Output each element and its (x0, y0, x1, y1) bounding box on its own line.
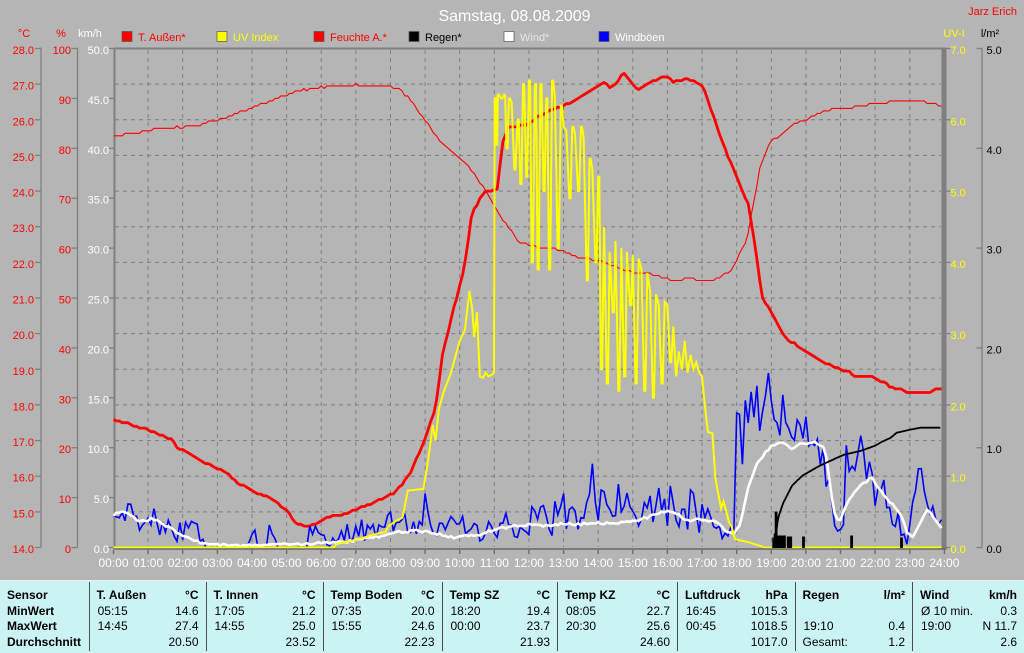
svg-text:5.0: 5.0 (94, 494, 109, 506)
svg-text:UV-I: UV-I (943, 28, 964, 40)
svg-text:22:00: 22:00 (860, 556, 890, 570)
svg-text:30: 30 (59, 394, 71, 406)
svg-text:03:00: 03:00 (202, 556, 232, 570)
svg-text:00:00: 00:00 (98, 556, 128, 570)
svg-text:15.0: 15.0 (13, 508, 34, 520)
svg-text:1.0: 1.0 (987, 444, 1002, 456)
svg-text:20: 20 (59, 444, 71, 456)
svg-text:2.0: 2.0 (951, 401, 966, 413)
svg-text:4.0: 4.0 (951, 259, 966, 271)
svg-text:15.0: 15.0 (88, 394, 109, 406)
svg-text:09:00: 09:00 (410, 556, 440, 570)
svg-text:40: 40 (59, 344, 71, 356)
svg-text:08:00: 08:00 (375, 556, 405, 570)
svg-text:90: 90 (59, 95, 71, 107)
svg-text:40.0: 40.0 (88, 145, 109, 157)
svg-text:27.0: 27.0 (13, 81, 34, 93)
svg-text:24:00: 24:00 (929, 556, 959, 570)
svg-text:19:00: 19:00 (756, 556, 786, 570)
svg-text:21.0: 21.0 (13, 294, 34, 306)
svg-text:10:00: 10:00 (445, 556, 475, 570)
svg-text:24.0: 24.0 (13, 188, 34, 200)
svg-text:20:00: 20:00 (791, 556, 821, 570)
svg-text:14:00: 14:00 (583, 556, 613, 570)
svg-text:3.0: 3.0 (987, 245, 1002, 257)
svg-text:20.0: 20.0 (13, 330, 34, 342)
svg-text:17:00: 17:00 (687, 556, 717, 570)
svg-text:28.0: 28.0 (13, 45, 34, 57)
svg-text:UV Index: UV Index (233, 32, 279, 44)
svg-text:5.0: 5.0 (951, 188, 966, 200)
svg-text:Samstag, 08.08.2009: Samstag, 08.08.2009 (438, 8, 590, 25)
svg-text:2.0: 2.0 (987, 344, 1002, 356)
svg-text:Regen*: Regen* (425, 32, 462, 44)
svg-text:5.0: 5.0 (987, 45, 1002, 57)
svg-text:26.0: 26.0 (13, 116, 34, 128)
svg-text:4.0: 4.0 (987, 145, 1002, 157)
svg-text:15:00: 15:00 (618, 556, 648, 570)
svg-text:10.0: 10.0 (88, 444, 109, 456)
svg-text:0: 0 (65, 544, 71, 556)
svg-text:23:00: 23:00 (895, 556, 925, 570)
svg-text:18:00: 18:00 (722, 556, 752, 570)
svg-text:21:00: 21:00 (826, 556, 856, 570)
svg-text:14.0: 14.0 (13, 544, 34, 556)
svg-text:Windböen: Windböen (615, 32, 665, 44)
svg-text:05:00: 05:00 (272, 556, 302, 570)
svg-text:07:00: 07:00 (341, 556, 371, 570)
svg-text:3.0: 3.0 (951, 330, 966, 342)
svg-text:25.0: 25.0 (13, 152, 34, 164)
svg-text:20.0: 20.0 (88, 344, 109, 356)
svg-text:T. Außen*: T. Außen* (138, 32, 186, 44)
svg-text:30.0: 30.0 (88, 245, 109, 257)
svg-text:Wind*: Wind* (520, 32, 550, 44)
svg-text:10: 10 (59, 494, 71, 506)
svg-text:50.0: 50.0 (88, 45, 109, 57)
svg-text:19.0: 19.0 (13, 366, 34, 378)
svg-text:70: 70 (59, 195, 71, 207)
svg-text:%: % (56, 28, 66, 40)
svg-text:7.0: 7.0 (951, 45, 966, 57)
svg-text:02:00: 02:00 (168, 556, 198, 570)
svg-text:18.0: 18.0 (13, 401, 34, 413)
svg-text:100: 100 (53, 45, 71, 57)
svg-text:km/h: km/h (78, 28, 102, 40)
svg-text:60: 60 (59, 245, 71, 257)
svg-text:0.0: 0.0 (987, 544, 1002, 556)
svg-text:25.0: 25.0 (88, 295, 109, 307)
svg-text:11:00: 11:00 (480, 556, 509, 570)
svg-text:13:00: 13:00 (549, 556, 579, 570)
svg-text:22.0: 22.0 (13, 259, 34, 271)
svg-text:06:00: 06:00 (306, 556, 336, 570)
svg-text:23.0: 23.0 (13, 223, 34, 235)
svg-text:Feuchte A.*: Feuchte A.* (330, 32, 388, 44)
svg-text:1.0: 1.0 (951, 473, 966, 485)
svg-text:°C: °C (18, 28, 30, 40)
svg-text:16:00: 16:00 (652, 556, 682, 570)
svg-text:12:00: 12:00 (514, 556, 544, 570)
svg-text:16.0: 16.0 (13, 473, 34, 485)
svg-text:04:00: 04:00 (237, 556, 267, 570)
svg-text:17.0: 17.0 (13, 437, 34, 449)
svg-text:01:00: 01:00 (133, 556, 163, 570)
svg-text:45.0: 45.0 (88, 95, 109, 107)
svg-text:l/m²: l/m² (981, 28, 1000, 40)
svg-text:Jarz Erich: Jarz Erich (968, 6, 1017, 18)
svg-text:50: 50 (59, 295, 71, 307)
svg-text:80: 80 (59, 145, 71, 157)
svg-text:6.0: 6.0 (951, 116, 966, 128)
svg-text:35.0: 35.0 (88, 195, 109, 207)
svg-text:0.0: 0.0 (951, 544, 966, 556)
svg-text:0.0: 0.0 (94, 544, 109, 556)
